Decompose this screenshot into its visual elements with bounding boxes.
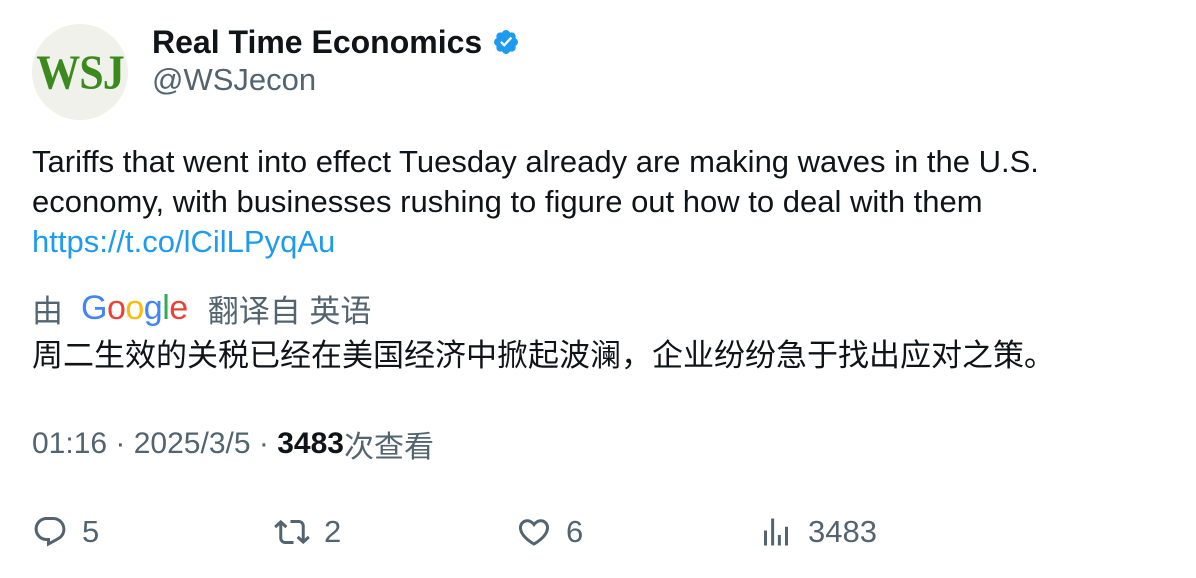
meta-separator: · [250, 427, 278, 460]
reply-icon [34, 517, 66, 547]
tweet-body: Tariffs that went into effect Tuesday al… [32, 144, 1039, 219]
translated-text: 周二生效的关税已经在美国经济中掀起波澜，企业纷纷急于找出应对之策。 [32, 338, 1055, 373]
translation-suffix: 翻译自 英语 [207, 293, 372, 329]
google-logo-letter: o [106, 288, 126, 327]
views-count: 3483 [277, 427, 344, 460]
retweet-count: 2 [324, 514, 342, 549]
avatar-logo-text: WSJ [36, 45, 124, 99]
google-logo-letter: G [81, 288, 107, 327]
author-name-row: Real Time Economics [152, 22, 520, 62]
tweet-text: Tariffs that went into effect Tuesday al… [32, 142, 1162, 262]
views-action-count: 3483 [808, 514, 877, 549]
google-logo-letter: l [162, 288, 170, 327]
author-name[interactable]: Real Time Economics [152, 23, 483, 60]
like-button[interactable]: 6 [516, 510, 583, 554]
reply-button[interactable]: 5 [32, 510, 99, 554]
google-logo-letter: e [169, 288, 188, 327]
tweet-date[interactable]: 2025/3/5 [133, 427, 251, 460]
retweet-button[interactable]: 2 [274, 510, 341, 554]
like-icon [518, 519, 550, 546]
views-icon [764, 518, 788, 546]
retweet-icon [274, 519, 310, 545]
translation-prefix: 由 [32, 293, 63, 329]
meta-separator: · [107, 427, 134, 460]
google-logo-letter: o [125, 288, 144, 327]
like-count: 6 [566, 514, 584, 549]
reply-count: 5 [82, 514, 100, 549]
views-label: 次查看 [343, 431, 434, 464]
tweet-time[interactable]: 01:16 [32, 427, 108, 460]
author-handle[interactable]: @WSJecon [152, 62, 317, 97]
google-logo-letter: g [143, 288, 163, 327]
avatar[interactable]: WSJ [32, 24, 128, 120]
verified-badge-icon [494, 30, 519, 54]
views-button[interactable]: 3483 [758, 510, 877, 554]
tweet-link[interactable]: https://t.co/lCilLPyqAu [32, 224, 336, 259]
tweet-meta: 01:16 · 2025/3/5 · 3483 次查看 [32, 424, 434, 464]
